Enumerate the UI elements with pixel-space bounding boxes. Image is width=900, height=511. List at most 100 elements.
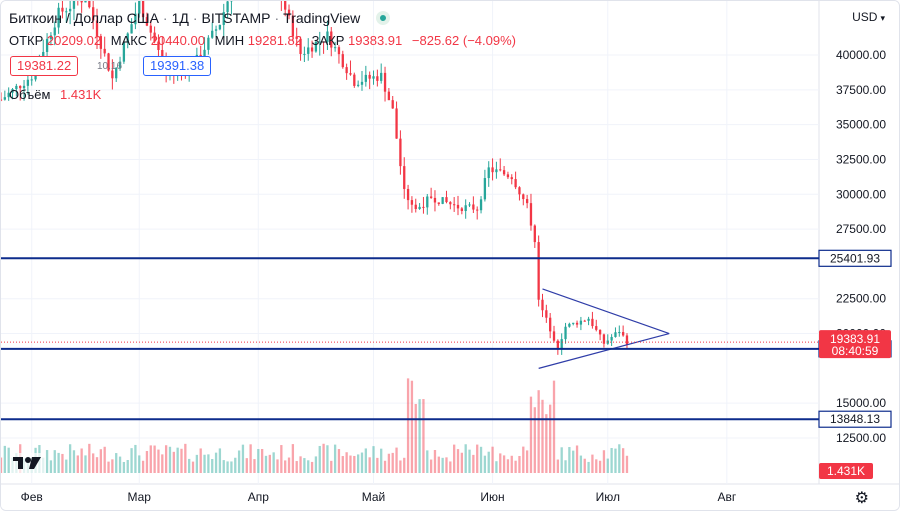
volume-bar [322,443,325,473]
volume-bar [1,457,3,473]
candle-body [614,332,617,337]
gear-icon[interactable]: ⚙ [854,490,869,507]
volume-bar [464,444,467,473]
volume-legend: Объём 1.431K [9,87,101,102]
candle-body [429,196,433,198]
candle-body [226,1,229,13]
candle-body [318,41,321,43]
candle-body [587,318,590,321]
volume-bar [525,450,529,473]
candle-body [410,200,414,205]
volume-bar [245,458,248,473]
volume-bar [441,457,444,473]
volume-bar [337,449,341,473]
candle-body [426,196,429,208]
candle-body [399,138,402,167]
volume-bar [237,450,241,473]
candle-body [491,167,494,173]
candle-body [19,85,22,89]
x-tick-label: Май [362,490,386,504]
candle-body [376,76,379,81]
volume-bar [180,448,183,473]
volume-bar [130,448,133,473]
candle-body [460,208,463,212]
candle-body [525,199,529,204]
candle-body [472,204,475,210]
volume-badge-label: 1.431K [827,464,865,478]
volume-bar [218,448,222,473]
tradingview-logo-icon[interactable] [11,453,45,473]
x-tick-label: Июл [596,490,620,504]
candle-body [11,89,14,93]
candle-body [483,178,487,200]
volume-bar [203,454,206,473]
volume-value: 1.431K [60,87,102,102]
low-value: 19281.82 [247,33,303,48]
volume-bar [260,449,264,473]
volume-bar [614,448,617,473]
volume-bar [483,455,487,473]
candle-body [284,1,287,10]
candle-body [353,74,356,86]
volume-bar [111,459,114,473]
volume-bar [349,455,352,473]
volume-bar [118,456,122,473]
buy-price-button[interactable]: 19391.38 [143,56,212,76]
volume-bar [257,449,260,473]
candle-body [314,41,318,52]
low-label: МИН [214,33,245,48]
candle-body [468,204,471,206]
candle-body [464,205,467,212]
candle-body [53,27,56,36]
candle-body [422,206,425,208]
volume-bar [61,453,64,473]
volume-bar [568,447,571,473]
candle-body [211,30,214,38]
volume-bar [552,380,556,473]
level-label-box [818,249,892,267]
candle-body [456,204,460,209]
volume-bar [153,445,156,473]
candle-body [583,320,586,322]
x-tick-label: Июн [480,490,504,504]
volume-bar [103,446,106,473]
volume-bar [433,450,437,473]
candle-body [414,204,417,210]
candle-body [68,8,72,12]
volume-bar [157,449,160,473]
volume-bar [495,461,498,473]
candle-body [506,174,510,178]
volume-bar [138,455,141,473]
symbol-name[interactable]: Биткоин / Доллар США [9,10,159,26]
y-tick-label: 37500.00 [836,83,886,97]
sell-price-button[interactable]: 19381.22 [10,56,79,76]
market-open-icon [376,11,391,25]
candle-body [42,51,45,60]
volume-bar [68,444,72,473]
high-value: 20440.00 [150,33,205,48]
candle-body [111,70,114,79]
volume-bar [610,448,613,473]
y-tick-label: 35000.00 [836,118,886,132]
candle-body [1,99,3,101]
chevron-down-icon: ▾ [880,13,885,23]
candle-body [445,197,448,203]
candle-body [88,1,91,8]
candle-body [49,35,53,39]
candle-body [310,47,314,52]
candle-body [153,32,156,42]
volume-bar [95,457,99,473]
interval-label[interactable]: 1Д [171,10,189,26]
candle-body [337,47,341,55]
volume-bar [472,454,475,473]
candle-body [510,177,513,180]
currency-selector[interactable]: USD ▾ [852,10,885,24]
volume-bar [122,461,126,473]
volume-bar [445,457,448,473]
volume-bar [234,457,237,473]
candle-body [65,11,68,13]
volume-bar [172,451,175,473]
